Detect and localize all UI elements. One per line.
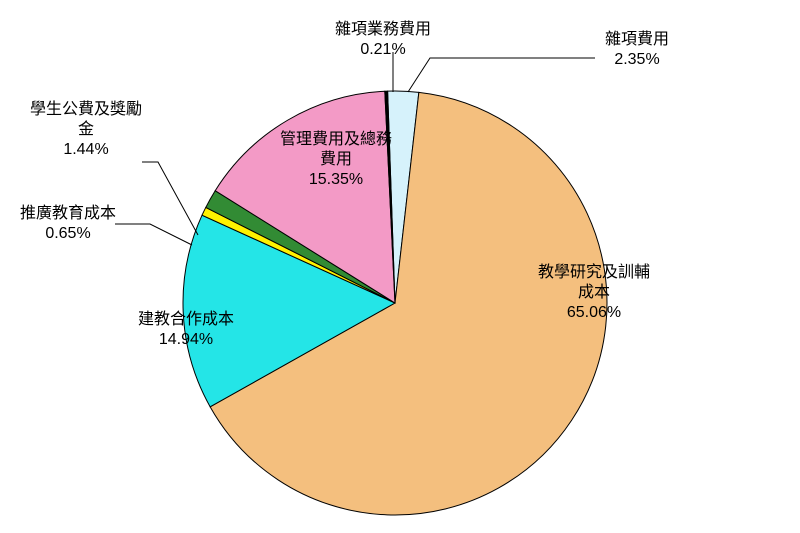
leader-line-misc_expense (408, 58, 595, 92)
leader-line-promo_edu (115, 224, 192, 245)
label-text-teaching_research: 教學研究及訓輔 成本 (538, 263, 650, 303)
label-percent-misc_expense: 2.35% (605, 50, 669, 70)
label-misc_business: 雜項業務費用0.21% (335, 20, 431, 60)
label-text-misc_expense: 雜項費用 (605, 30, 669, 50)
label-teaching_research: 教學研究及訓輔 成本65.06% (538, 263, 650, 323)
label-admin_expense: 管理費用及總務 費用15.35% (280, 130, 392, 190)
label-text-misc_business: 雜項業務費用 (335, 20, 431, 40)
label-percent-teaching_research: 65.06% (538, 303, 650, 323)
label-text-admin_expense: 管理費用及總務 費用 (280, 130, 392, 170)
label-percent-coop_cost: 14.94% (138, 330, 234, 350)
label-text-student_award: 學生公費及獎勵 金 (30, 100, 142, 140)
pie-chart-svg (0, 0, 800, 533)
pie-chart-container: 雜項費用2.35% 教學研究及訓輔 成本65.06% 建教合作成本14.94% 推廣教… (0, 0, 800, 533)
label-coop_cost: 建教合作成本14.94% (138, 310, 234, 350)
label-percent-student_award: 1.44% (30, 140, 142, 160)
label-text-promo_edu: 推廣教育成本 (20, 204, 116, 224)
label-percent-misc_business: 0.21% (335, 40, 431, 60)
label-student_award: 學生公費及獎勵 金1.44% (30, 100, 142, 160)
label-text-coop_cost: 建教合作成本 (138, 310, 234, 330)
label-percent-promo_edu: 0.65% (20, 224, 116, 244)
label-percent-admin_expense: 15.35% (280, 170, 392, 190)
label-misc_expense: 雜項費用2.35% (605, 30, 669, 70)
label-promo_edu: 推廣教育成本0.65% (20, 204, 116, 244)
